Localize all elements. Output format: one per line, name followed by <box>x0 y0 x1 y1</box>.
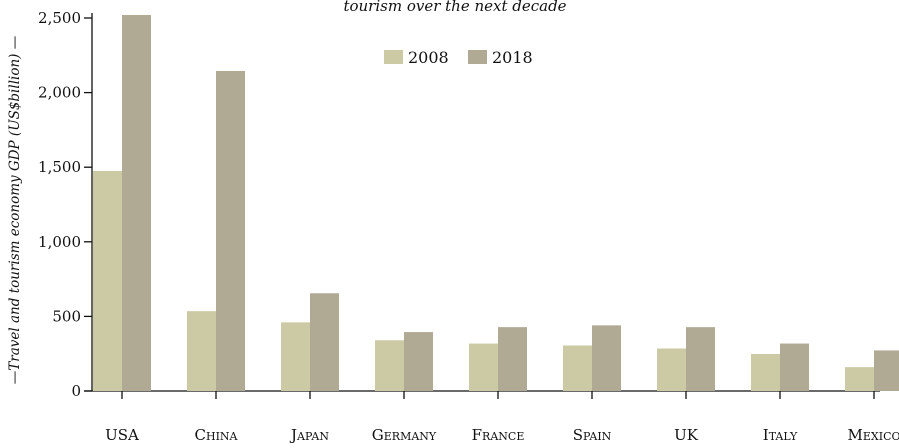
bar-2008-germany <box>375 340 404 391</box>
x-axis-labels: USA CHINA JAPAN GERMANY FRANCE SPAIN UK ITALY ME… <box>105 391 899 444</box>
y-tick-label: 2,000 <box>38 84 81 102</box>
bar-2008-italy <box>751 353 780 391</box>
bar-2018-france <box>498 327 527 391</box>
bar-2018-uk <box>686 327 715 391</box>
y-tick-label: 2,500 <box>38 9 81 27</box>
chart-title: tourism over the next decade <box>343 0 566 15</box>
x-tick-label: MEXICO <box>848 426 899 444</box>
legend: 2008 2018 <box>384 48 533 67</box>
bar-2018-mexico <box>874 350 899 391</box>
y-axis-label-group: —Travel and tourism economy GDP (US$bill… <box>7 36 23 384</box>
x-tick-label: USA <box>105 426 139 444</box>
bar-2018-china <box>216 70 245 391</box>
bar-2018-germany <box>404 332 433 391</box>
bar-2008-france <box>469 343 498 391</box>
x-tick-label: JAPAN <box>289 426 329 444</box>
bar-2008-usa <box>93 170 122 391</box>
x-tick-label: UK <box>674 426 699 444</box>
y-axis-label: —Travel and tourism economy GDP (US$bill… <box>7 36 23 384</box>
y-tick-label: 500 <box>52 307 81 325</box>
x-tick-label: SPAIN <box>573 426 612 444</box>
x-tick-label: CHINA <box>195 426 239 444</box>
axes: 0 500 1,000 1,500 2,000 2,500 <box>38 9 880 400</box>
bar-2018-spain <box>592 325 621 391</box>
x-tick-label: FRANCE <box>472 426 525 444</box>
y-tick-label: 1,500 <box>38 158 81 176</box>
bar-2008-mexico <box>845 367 874 391</box>
y-tick-label: 1,000 <box>38 233 81 251</box>
legend-swatch-2008 <box>384 50 403 64</box>
x-tick-label: GERMANY <box>372 426 437 444</box>
y-tick-label: 0 <box>71 382 81 400</box>
bar-2018-italy <box>780 343 809 391</box>
bar-2008-spain <box>563 345 592 391</box>
bar-2018-usa <box>122 15 151 392</box>
legend-label-2018: 2018 <box>492 48 533 67</box>
bar-2008-japan <box>281 322 310 391</box>
legend-label-2008: 2008 <box>408 48 449 67</box>
bar-2018-japan <box>310 293 339 391</box>
bar-2008-uk <box>657 348 686 391</box>
x-tick-label: ITALY <box>763 426 798 444</box>
bars <box>93 15 899 392</box>
bar-2008-china <box>187 311 216 391</box>
legend-swatch-2018 <box>468 50 487 64</box>
